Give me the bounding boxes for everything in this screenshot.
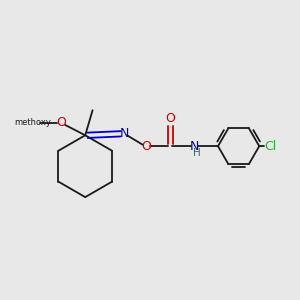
Text: O: O xyxy=(165,112,175,125)
Text: O: O xyxy=(141,140,151,153)
Text: H: H xyxy=(193,148,201,158)
Text: N: N xyxy=(190,140,199,153)
Text: O: O xyxy=(56,116,66,129)
Text: Cl: Cl xyxy=(264,140,277,153)
Text: N: N xyxy=(119,127,129,140)
Text: methoxy: methoxy xyxy=(14,118,51,127)
